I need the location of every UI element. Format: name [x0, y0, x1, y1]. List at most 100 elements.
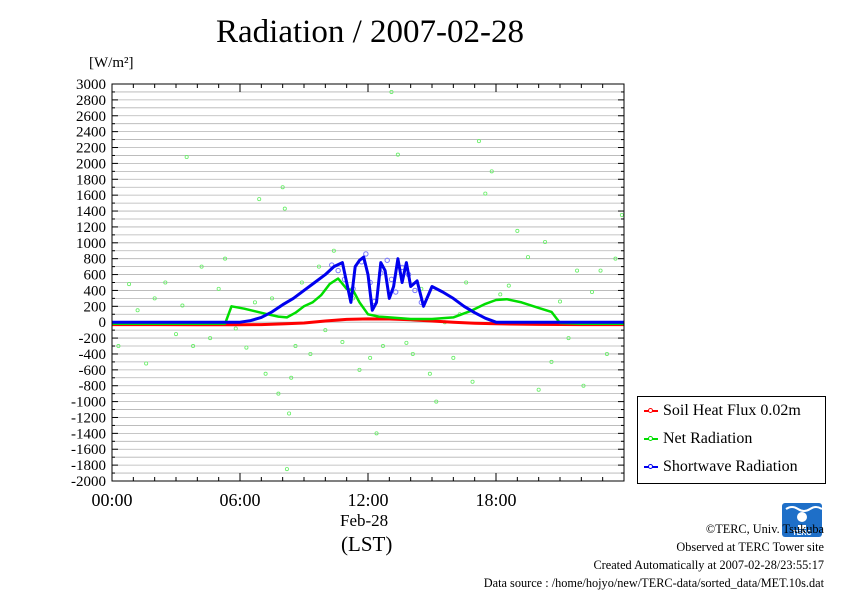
y-tick-label: -1000 — [71, 395, 106, 411]
x-axis-date: Feb-28 — [340, 511, 389, 530]
scatter-point-green — [263, 371, 268, 376]
y-tick-label: 200 — [84, 299, 107, 315]
series-soil-heat-flux — [112, 317, 624, 327]
scatter-point-green — [289, 375, 294, 380]
scatter-point-green — [581, 383, 586, 388]
y-tick-label: -400 — [79, 347, 107, 363]
scatter-point-green — [427, 371, 432, 376]
scatter-point-green — [619, 213, 624, 218]
scatter-point-green — [470, 379, 475, 384]
scatter-point-green — [323, 328, 328, 333]
x-tick-label: 12:00 — [347, 490, 388, 510]
series-net-radiation — [112, 277, 624, 326]
scatter-point-green — [389, 89, 394, 94]
scatter-point-blue — [335, 267, 341, 274]
y-tick-label: 1600 — [76, 188, 106, 204]
scatter-point-green — [476, 139, 481, 144]
scatter-point-green — [613, 256, 618, 261]
x-tick-label: 18:00 — [475, 490, 516, 510]
y-tick-label: 400 — [84, 283, 107, 299]
scatter-point-green — [282, 206, 287, 211]
y-tick-label: -1400 — [71, 426, 106, 442]
credits-block: ©TERC, Univ. Tsukuba Observed at TERC To… — [404, 520, 824, 592]
scatter-point-green — [299, 280, 304, 285]
scatter-point-green — [498, 292, 503, 297]
scatter-point-green — [233, 326, 238, 331]
credit-copyright: ©TERC, Univ. Tsukuba — [705, 522, 824, 536]
scatter-point-green — [357, 367, 362, 372]
scatter-point-green — [269, 296, 274, 301]
y-tick-label: -800 — [79, 379, 107, 395]
scatter-point-green — [566, 336, 571, 341]
scatter-point-green — [515, 228, 520, 233]
scatter-point-green — [208, 336, 213, 341]
scatter-point-green — [252, 300, 257, 305]
y-tick-label: -600 — [79, 363, 107, 379]
scatter-point-green — [575, 268, 580, 273]
scatter-point-blue — [393, 289, 399, 295]
legend-label: Soil Heat Flux 0.02m — [663, 402, 801, 419]
x-tick-label: 06:00 — [219, 490, 260, 510]
legend-item-shortwave-radiation: Shortwave Radiation — [644, 454, 798, 480]
scatter-point-green — [244, 345, 249, 350]
credit-source: Data source : /home/hojyo/new/TERC-data/… — [483, 576, 824, 590]
legend-swatch-red — [644, 408, 658, 413]
y-axis-label: [W/m²] — [89, 55, 134, 71]
scatter-point-green — [144, 361, 149, 366]
scatter-point-green — [404, 340, 409, 345]
scatter-point-green — [287, 411, 292, 416]
credit-created: Created Automatically at 2007-02-28/23:5… — [593, 558, 824, 572]
scatter-point-green — [293, 344, 298, 349]
y-tick-label: 800 — [84, 252, 107, 268]
scatter-point-green — [257, 197, 262, 202]
y-tick-label: -2000 — [71, 474, 106, 490]
scatter-point-green — [434, 399, 439, 404]
y-tick-label: 600 — [84, 268, 107, 284]
y-tick-label: 3000 — [76, 77, 106, 93]
scatter-point-green — [604, 351, 609, 356]
scatter-point-green — [464, 280, 469, 285]
scatter-point-green — [316, 264, 321, 269]
scatter-point-green — [116, 344, 121, 349]
scatter-point-green — [180, 303, 185, 308]
scatter-point-green — [173, 332, 178, 337]
legend: Soil Heat Flux 0.02m Net Radiation Short… — [637, 396, 826, 484]
scatter-point-green — [410, 351, 415, 356]
scatter-point-green — [199, 264, 204, 269]
gridlines — [111, 83, 625, 482]
y-tick-label: 1400 — [76, 204, 106, 220]
y-tick-label: -200 — [79, 331, 107, 347]
scatter-point-green — [276, 391, 281, 396]
scatter-point-green — [451, 355, 456, 360]
svg-text:TERC: TERC — [792, 530, 811, 537]
scatter-point-green — [368, 355, 373, 360]
series-lines — [112, 255, 624, 327]
scatter-point-green — [127, 282, 132, 287]
scatter-point-green — [284, 467, 289, 472]
scatter-point-green — [216, 286, 221, 291]
scatter-point-green — [308, 351, 313, 356]
scatter-point-green — [135, 308, 140, 313]
scatter-point-green — [549, 359, 554, 364]
plot-frame — [111, 83, 625, 482]
y-tick-label: 1800 — [76, 172, 106, 188]
y-tick-label: 2600 — [76, 109, 106, 125]
scatter-point-green — [191, 344, 196, 349]
scatter-point-green — [558, 299, 563, 304]
scatter-point-green — [223, 256, 228, 261]
y-tick-label: 2400 — [76, 125, 106, 141]
scatter-point-green — [590, 290, 595, 295]
legend-item-soil-heat-flux: Soil Heat Flux 0.02m — [644, 398, 801, 424]
y-tick-label: -1800 — [71, 458, 106, 474]
y-tick-label: 2800 — [76, 93, 106, 109]
scatter-point-green — [395, 152, 400, 157]
credit-observed: Observed at TERC Tower site — [676, 540, 824, 554]
scatter-point-green — [380, 344, 385, 349]
scatter-point-green — [598, 268, 603, 273]
y-tick-label: 1200 — [76, 220, 106, 236]
chart-title: Radiation / 2007-02-28 — [216, 14, 524, 50]
y-tick-label: 0 — [99, 315, 107, 331]
legend-swatch-green — [644, 436, 658, 441]
scatter-point-green — [483, 191, 488, 196]
